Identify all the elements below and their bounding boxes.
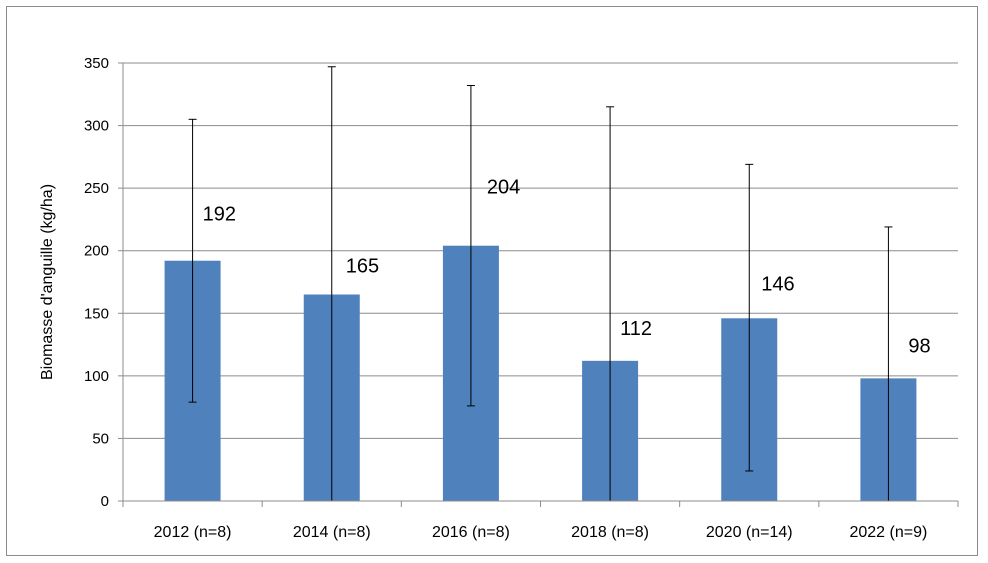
y-tick-label: 50 <box>92 430 109 447</box>
data-label: 112 <box>620 318 652 340</box>
data-label: 192 <box>203 204 236 226</box>
y-tick-label: 300 <box>84 118 109 135</box>
bars <box>164 245 917 501</box>
x-category-label: 2022 (n=9) <box>849 524 927 541</box>
x-category-label: 2018 (n=8) <box>571 524 649 541</box>
x-category-label: 2012 (n=8) <box>154 524 232 541</box>
x-category-labels: 2012 (n=8) 2014 (n=8) 2016 (n=8) 2018 (n=8)… <box>154 524 928 541</box>
y-tick-label: 0 <box>101 493 109 510</box>
y-tick-label: 250 <box>84 180 109 197</box>
x-category-label: 2020 (n=14) <box>706 524 793 541</box>
error-bars <box>188 66 893 501</box>
y-axis-label: Biomasse d'anguille (kg/ha) <box>39 184 56 380</box>
axes <box>122 63 959 507</box>
x-category-label: 2014 (n=8) <box>293 524 371 541</box>
y-tick-label: 100 <box>84 368 109 385</box>
data-label: 165 <box>346 256 379 278</box>
x-category-label: 2016 (n=8) <box>432 524 510 541</box>
y-tick-label: 350 <box>84 55 109 72</box>
data-label: 204 <box>487 177 520 199</box>
data-label: 98 <box>908 335 930 357</box>
gridlines <box>123 62 958 439</box>
y-tick-label: 150 <box>84 305 109 322</box>
y-tick-label: 200 <box>84 243 109 260</box>
data-labels: 192 165 204 112 146 98 <box>203 177 931 358</box>
y-tick-labels: 0 50 100 150 200 250 300 350 <box>84 55 123 510</box>
data-label: 146 <box>761 273 794 295</box>
